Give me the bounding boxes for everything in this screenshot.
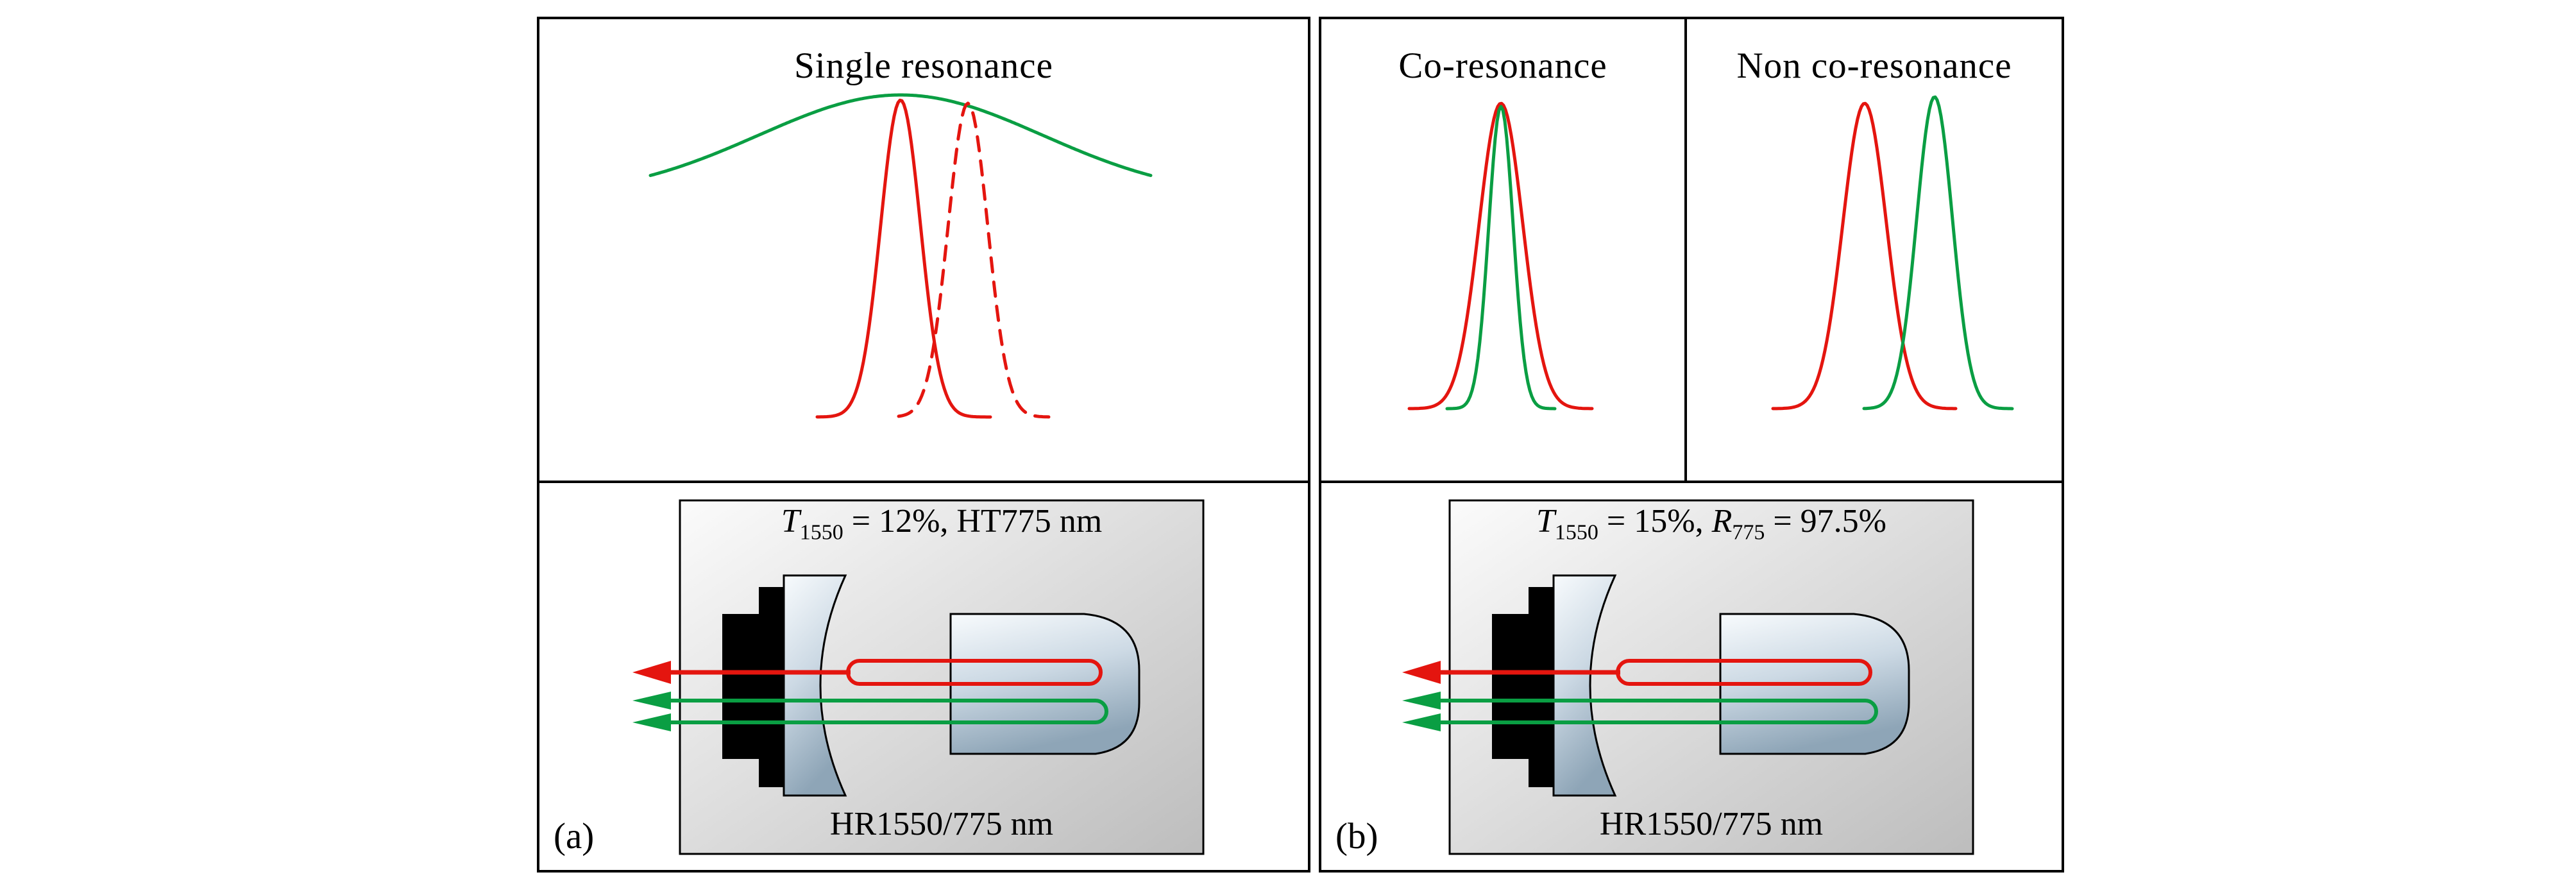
panel-block-right: Co-resonance Non co-resonance	[1319, 17, 2064, 873]
panel-block-left: Single resonance T1550 = 12%, HT775	[537, 17, 1310, 873]
beam-1550-loop	[846, 659, 1103, 686]
panel-co-non-resonance: Co-resonance Non co-resonance	[1321, 19, 2062, 483]
beam-775-arrow-bottom	[632, 713, 671, 731]
panel-cavity-b: T1550 = 15%, R775 = 97.5% HR1550/775 nm …	[1321, 483, 2062, 870]
label-text: = 15%,	[1598, 503, 1712, 540]
curve-resonance-1550-shifted-dashed	[897, 101, 1051, 419]
output-coupler-label-a: T1550 = 12%, HT775 nm	[680, 502, 1203, 545]
beam-775-arrow-top	[1402, 692, 1441, 710]
panel-tag-b: (b)	[1335, 816, 1378, 856]
math-var: T	[1536, 503, 1555, 540]
beam-1550-arrow	[632, 661, 671, 684]
math-sub: 1550	[1554, 520, 1598, 545]
cavity-b: T1550 = 15%, R775 = 97.5% HR1550/775 nm	[1321, 483, 2065, 870]
beam-1550-arrow	[1402, 661, 1441, 684]
output-coupler-label-b: T1550 = 15%, R775 = 97.5%	[1450, 502, 1973, 545]
co-resonance-plots	[1407, 95, 2014, 411]
label-text: = 12%, HT775 nm	[843, 503, 1103, 540]
math-sub: 775	[1732, 520, 1765, 545]
curve-resonance-775	[1862, 95, 2014, 411]
curve-resonance-1550-solid	[815, 98, 992, 419]
panel-title-non-co-resonance: Non co-resonance	[1736, 46, 2012, 86]
label-text: = 97.5%	[1765, 503, 1886, 540]
mirror-mount	[1492, 587, 1554, 787]
concave-mirror	[783, 574, 847, 797]
curve-resonance-1550	[1771, 101, 1958, 411]
panel-single-resonance: Single resonance	[539, 19, 1308, 483]
cavity-diagram	[632, 499, 1205, 855]
curve-resonance-1550	[1407, 101, 1594, 411]
concave-mirror	[1552, 574, 1617, 797]
panel-tag-a: (a)	[554, 816, 595, 856]
single-resonance-plot	[648, 93, 1153, 419]
hr-mirror-label-b: HR1550/775 nm	[1599, 806, 1824, 842]
panel-title-single: Single resonance	[794, 46, 1053, 86]
beam-775-arrow-bottom	[1402, 713, 1441, 731]
panel-title-co-resonance: Co-resonance	[1398, 46, 1607, 86]
beam-775-path	[671, 699, 1108, 724]
beam-775-path	[1441, 699, 1878, 724]
math-var: T	[781, 503, 800, 540]
cavity-a: T1550 = 12%, HT775 nm HR1550/775 nm	[552, 483, 1296, 870]
math-sub: 1550	[799, 520, 843, 545]
mirror-mount	[722, 587, 784, 787]
beam-1550-loop	[1616, 659, 1872, 686]
hr-mirror-label-a: HR1550/775 nm	[829, 806, 1054, 842]
panel-cavity-a: T1550 = 12%, HT775 nm HR1550/775 nm (a)	[539, 483, 1308, 870]
curve-resonance-775	[1445, 105, 1557, 411]
curve-broad-cavity-mode-775	[648, 93, 1153, 177]
math-var: R	[1711, 503, 1733, 540]
beam-775-arrow-top	[632, 692, 671, 710]
sub-panel-divider	[1684, 19, 1687, 481]
cavity-diagram	[1402, 499, 1974, 855]
